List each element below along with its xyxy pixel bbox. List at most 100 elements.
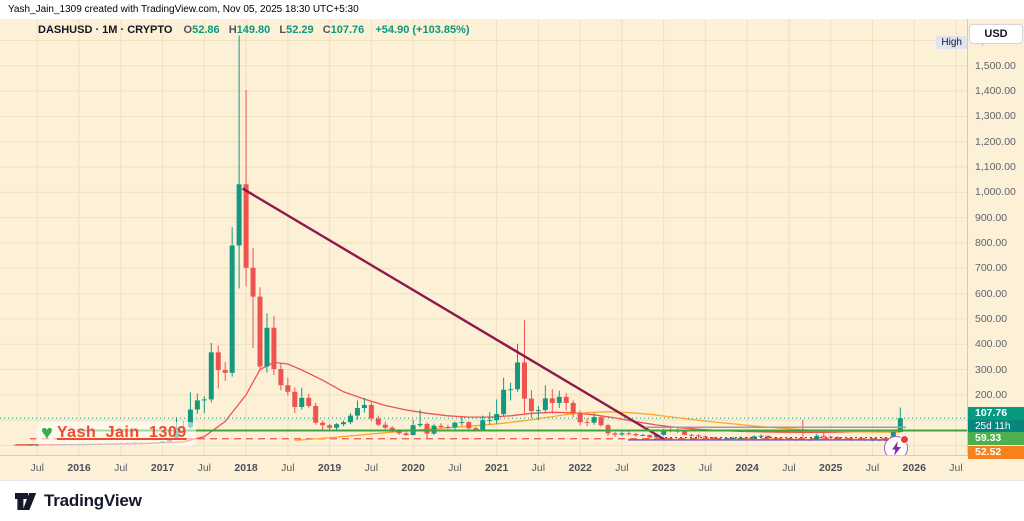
change-value: +54.90 (+103.85%)	[375, 24, 470, 36]
candle-down	[382, 424, 388, 428]
price-chart-plot[interactable]	[0, 19, 968, 455]
notification-dot	[900, 435, 909, 444]
candle-up	[535, 410, 541, 412]
candle-up	[751, 436, 757, 439]
attribution-bar: Yash_Jain_1309 created with TradingView.…	[0, 0, 1024, 19]
price-axis-label: 700.00	[975, 262, 1008, 275]
candle-down	[577, 412, 583, 423]
time-axis-label: Jul	[114, 462, 128, 474]
candle-down	[243, 184, 249, 268]
candle-up	[501, 389, 507, 415]
candle-down	[257, 296, 263, 367]
ohlc-close: C107.76	[322, 24, 365, 36]
candle-up	[229, 245, 235, 373]
candle-down	[821, 435, 827, 437]
candle-up	[201, 399, 207, 401]
chart-container[interactable]: DASHUSD · 1M · CRYPTO O52.86 H149.80 L52…	[0, 19, 1024, 481]
candle-up	[758, 435, 764, 437]
candle-down	[473, 428, 479, 430]
candle-down	[521, 362, 527, 399]
price-axis-label: 1,000.00	[975, 186, 1016, 199]
time-axis-label: 2024	[735, 462, 759, 474]
candle-up	[640, 435, 646, 436]
candle-down	[549, 398, 555, 403]
tradingview-logo-text: TradingView	[44, 491, 142, 510]
price-axis-label: 1,500.00	[975, 59, 1016, 72]
candle-up	[341, 422, 347, 425]
price-axis-label: 400.00	[975, 338, 1008, 351]
candle-down	[647, 435, 653, 438]
tradingview-logo[interactable]: TradingView	[14, 491, 142, 511]
candle-up	[27, 444, 33, 446]
ohlc-low: L52.29	[279, 24, 314, 36]
price-axis-label: 1,100.00	[975, 161, 1016, 174]
candle-down	[389, 427, 395, 431]
time-axis-label: 2026	[902, 462, 926, 474]
time-axis-label: 2021	[484, 462, 509, 474]
candle-up	[487, 420, 493, 422]
time-axis-label: 2023	[651, 462, 676, 474]
candle-up	[591, 417, 597, 423]
candle-down	[320, 422, 326, 426]
candle-down	[13, 444, 19, 446]
candle-up	[208, 352, 214, 400]
candle-down	[584, 422, 590, 424]
candle-down	[528, 398, 534, 412]
candle-down	[215, 352, 221, 371]
price-tag: 52.52	[968, 446, 1024, 459]
price-axis-label: 1,400.00	[975, 85, 1016, 98]
candle-down	[285, 385, 291, 392]
time-axis-label: 2018	[234, 462, 258, 474]
candle-up	[737, 437, 743, 439]
candle-down	[278, 369, 284, 386]
symbol-legend[interactable]: DASHUSD · 1M · CRYPTO O52.86 H149.80 L52…	[38, 24, 470, 36]
candle-down	[424, 423, 430, 434]
time-axis-label: Jul	[949, 462, 963, 474]
candle-down	[20, 444, 26, 446]
price-axis-label: 1,300.00	[975, 110, 1016, 123]
ohlc-open: O52.86	[183, 24, 220, 36]
time-axis-label: 2016	[67, 462, 91, 474]
candle-up	[897, 418, 903, 433]
price-axis[interactable]: 200.00 300.00 400.00 500.00 600.00 700.00 800.…	[936, 19, 1024, 459]
candle-up	[730, 438, 736, 440]
symbol-title[interactable]: DASHUSD · 1M · CRYPTO	[38, 24, 173, 36]
time-axis[interactable]: Jul 2016 Jul 2017 Jul 2018 Jul 2019 Jul 2020 Jul 20…	[0, 455, 968, 481]
candle-down	[702, 436, 708, 438]
candle-down	[368, 404, 374, 419]
tradingview-logo-icon	[15, 492, 37, 510]
candle-up	[619, 433, 625, 435]
drawings-front	[77, 187, 968, 441]
time-axis-label: 2019	[317, 462, 342, 474]
candle-up	[515, 362, 521, 390]
price-axis-label: 600.00	[975, 287, 1008, 300]
candle-up	[480, 420, 486, 430]
candle-up	[508, 389, 514, 391]
price-axis-label: 800.00	[975, 236, 1008, 249]
candle-down	[765, 435, 771, 439]
time-axis-label: Jul	[197, 462, 212, 474]
candle-down	[403, 433, 409, 436]
candle-up	[417, 423, 423, 426]
candle-up	[194, 400, 200, 410]
lightning-bolt-icon	[891, 440, 901, 456]
price-axis-label: 200.00	[975, 388, 1008, 401]
price-axis-label: 500.00	[975, 312, 1008, 325]
candle-down	[570, 402, 576, 413]
candle-up	[299, 397, 305, 407]
high-label: High	[936, 36, 967, 49]
price-axis-label: 300.00	[975, 363, 1008, 376]
candle-down	[709, 437, 715, 439]
candle-up	[542, 398, 548, 411]
candle-up	[34, 444, 40, 446]
time-axis-label: 2022	[568, 462, 592, 474]
time-axis-label: Jul	[782, 462, 796, 474]
candle-up	[452, 422, 458, 428]
candle-down	[682, 431, 688, 435]
price-axis-label: 900.00	[975, 211, 1008, 224]
currency-chip[interactable]: USD	[969, 24, 1023, 44]
candle-down	[271, 327, 277, 370]
candle-down	[375, 418, 381, 425]
candle-up	[347, 415, 353, 423]
candle-up	[354, 408, 360, 416]
